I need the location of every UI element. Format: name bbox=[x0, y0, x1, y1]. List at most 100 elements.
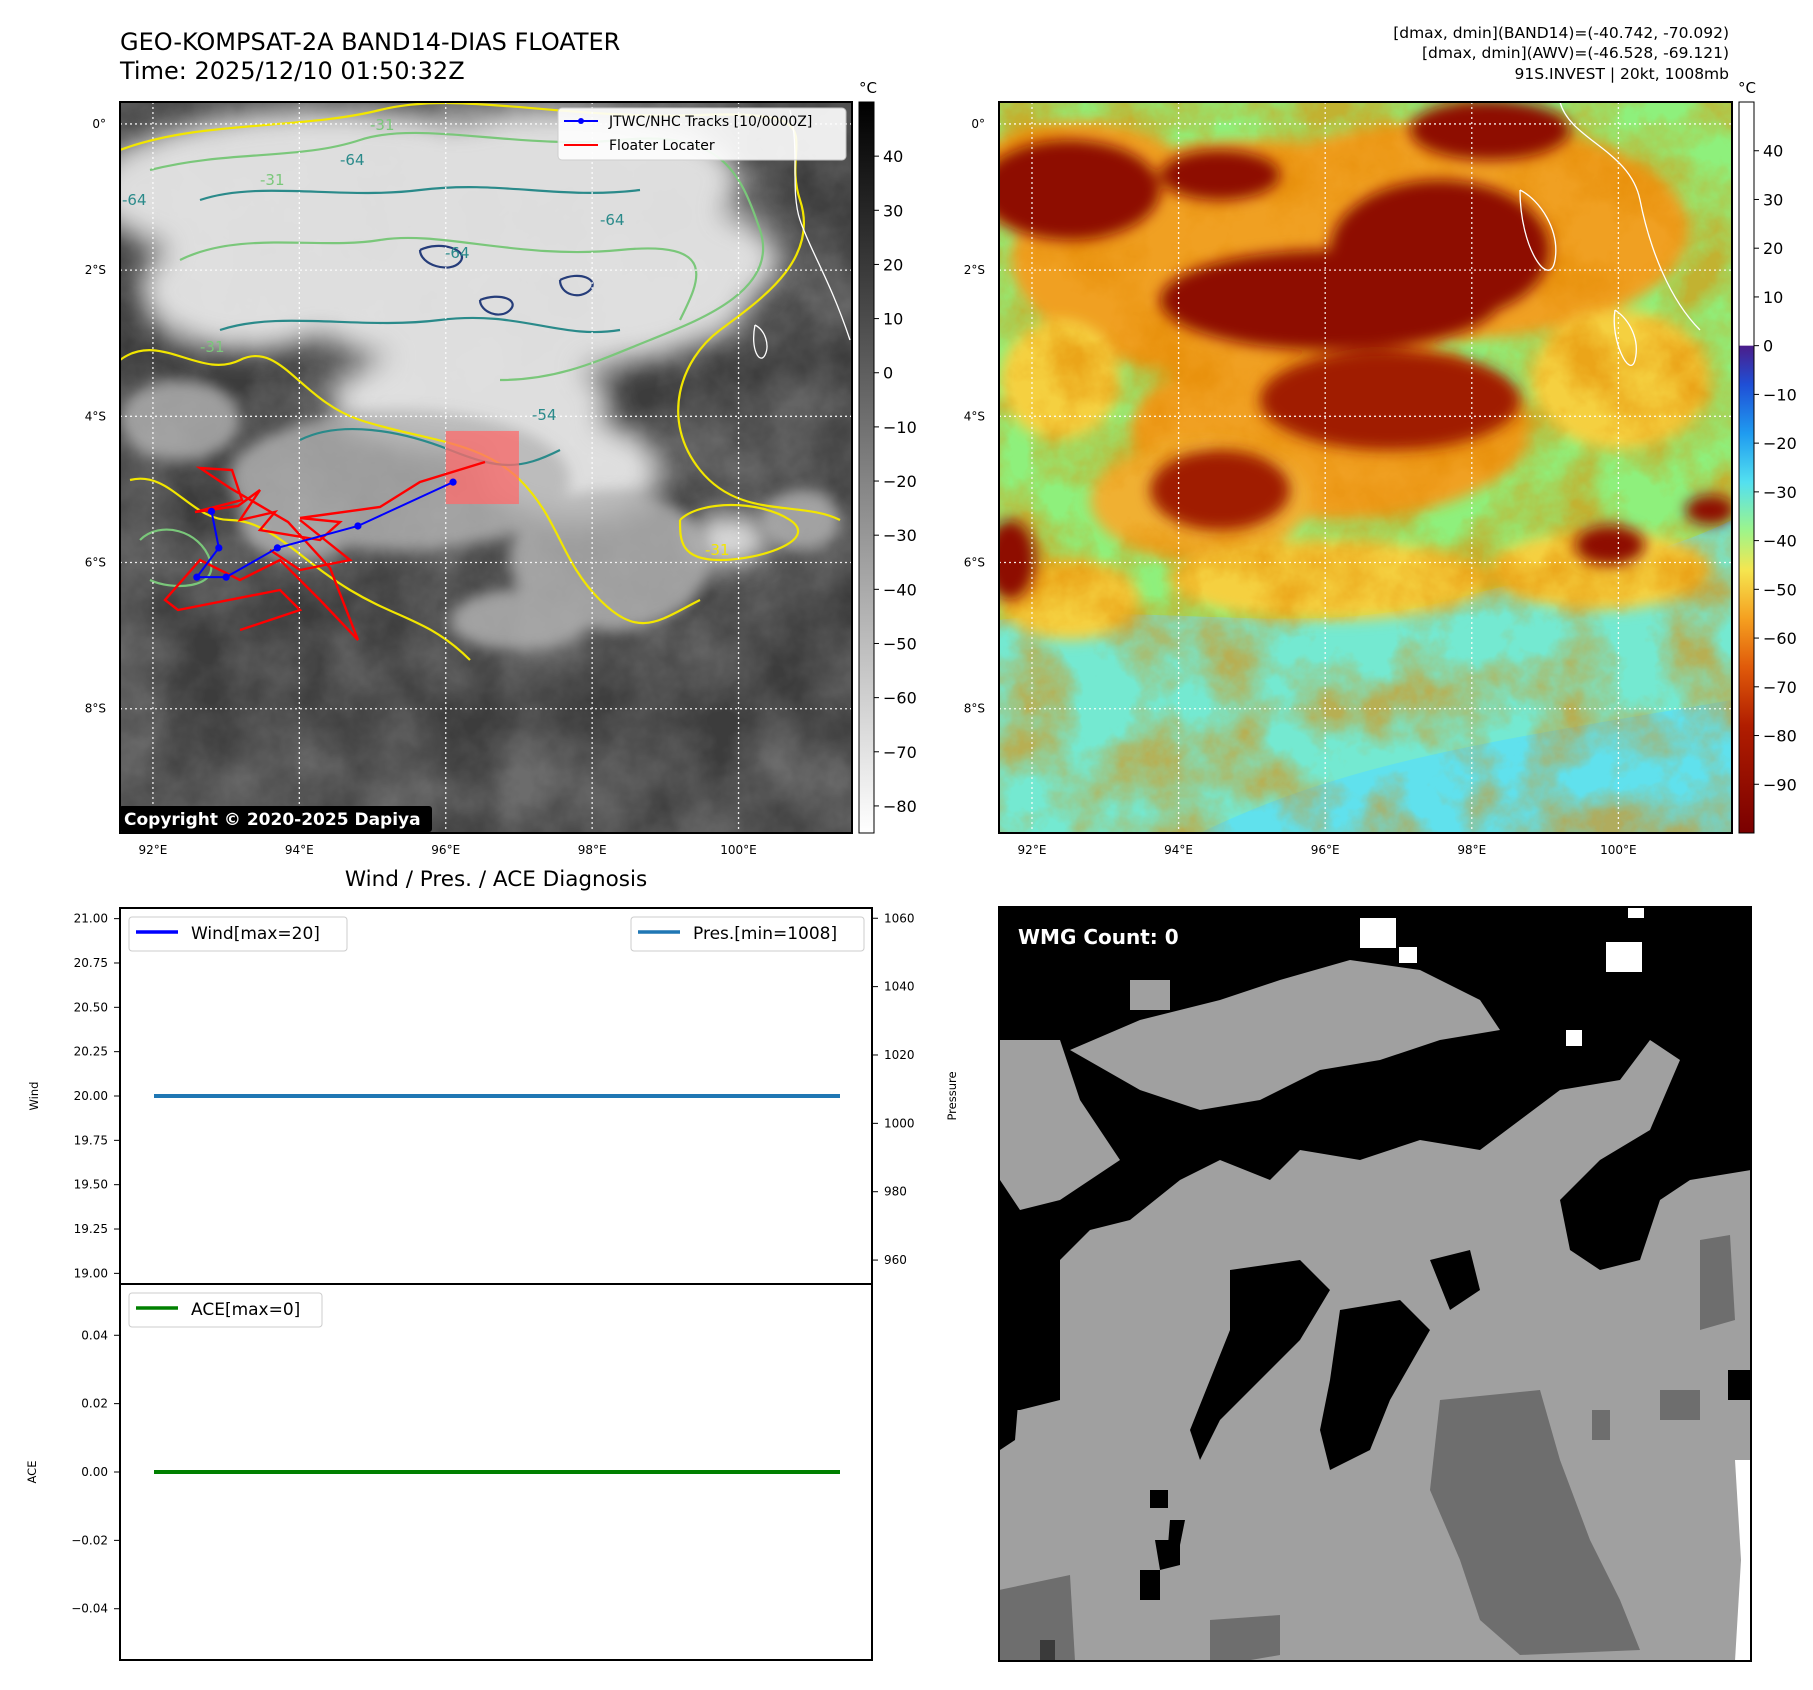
diagnosis-title: Wind / Pres. / ACE Diagnosis bbox=[345, 867, 647, 892]
wmg-panel: WMG Count: 0 bbox=[998, 906, 1752, 1662]
contour-label: -54 bbox=[532, 406, 557, 424]
track-point bbox=[215, 544, 223, 552]
awv-lon-labels: 92°E 94°E 96°E 98°E 100°E bbox=[1018, 843, 1637, 857]
pressure-tick-label: 1020 bbox=[884, 1048, 915, 1062]
wind-tick-label: 21.00 bbox=[74, 912, 108, 926]
track-point bbox=[207, 507, 216, 515]
ir-lon-labels: 92°E 94°E 96°E 98°E 100°E bbox=[139, 843, 757, 857]
colorbar-tick-label: 0 bbox=[1763, 337, 1773, 356]
wind-tick-label: 19.25 bbox=[74, 1222, 108, 1236]
wmg-count-badge: WMG Count: 0 bbox=[1012, 919, 1188, 953]
figure-title: GEO-KOMPSAT-2A BAND14-DIAS FLOATER bbox=[120, 28, 620, 56]
colorbar-tick-label: 0 bbox=[883, 364, 893, 383]
colorbar-tick-label: −60 bbox=[883, 689, 917, 708]
lat-tick-label: 2°S bbox=[85, 263, 106, 277]
wind-tick-label: 20.75 bbox=[74, 956, 108, 970]
lon-tick-label: 100°E bbox=[720, 843, 757, 857]
copyright-badge: Copyright © 2020-2025 Dapiya bbox=[119, 806, 432, 832]
lon-tick-label: 92°E bbox=[139, 843, 168, 857]
colorbar-tick-label: 20 bbox=[1763, 239, 1783, 258]
contour-labels: -31 -64 -64 -31 -64 -64 -31 -54 -31 bbox=[122, 116, 730, 559]
lon-tick-label: 94°E bbox=[1164, 843, 1193, 857]
ir-colorbar-ticks: 40 30 20 10 0 −10 −20 −30 −40 −50 −60 −70 −80 bbox=[874, 147, 917, 816]
awv-coastline bbox=[1559, 102, 1701, 331]
colorbar-tick-label: 20 bbox=[883, 255, 903, 274]
lat-tick-label: 4°S bbox=[964, 409, 985, 423]
contour-label: -64 bbox=[445, 244, 470, 262]
track-point bbox=[273, 544, 281, 552]
ir-legend: JTWC/NHC Tracks [10/0000Z] Floater Locat… bbox=[557, 107, 847, 161]
wind-tick-label: 19.75 bbox=[74, 1133, 108, 1147]
awv-dry-core bbox=[999, 102, 1732, 600]
colorbar-tick-label: −20 bbox=[883, 472, 917, 491]
lat-tick-label: 4°S bbox=[85, 409, 106, 423]
track-point bbox=[222, 573, 230, 581]
track-point bbox=[449, 478, 457, 486]
lat-tick-label: 2°S bbox=[964, 263, 985, 277]
wmg-frame bbox=[998, 906, 1752, 1662]
ir-panel: -31 -64 -64 -31 -64 -64 -31 -54 -31 JTWC… bbox=[85, 79, 917, 857]
ace-chart: 0.04 0.02 0.00 −0.02 −0.04 ACE ACE[max=0] bbox=[25, 1283, 873, 1661]
lat-tick-label: 8°S bbox=[85, 702, 106, 716]
awv-island bbox=[1519, 189, 1557, 271]
contour-label: -31 bbox=[370, 116, 395, 134]
ace-tick-label: 0.04 bbox=[81, 1328, 108, 1342]
ace-legend: ACE[max=0] bbox=[128, 1292, 323, 1328]
colorbar-tick-label: 40 bbox=[1763, 142, 1783, 161]
lat-tick-label: 8°S bbox=[964, 702, 985, 716]
colorbar-tick-label: −30 bbox=[1763, 483, 1797, 502]
ace-tick-label: −0.02 bbox=[71, 1533, 108, 1547]
awv-colorbar-ticks: 40 30 20 10 0 −10 −20 −30 −40 −50 −60 −70 −80 −90 bbox=[1754, 142, 1797, 794]
pressure-tick-label: 960 bbox=[884, 1253, 907, 1267]
lon-tick-label: 98°E bbox=[1457, 843, 1486, 857]
ir-colorbar bbox=[858, 101, 875, 834]
colorbar-tick-label: 10 bbox=[1763, 288, 1783, 307]
lat-tick-label: 6°S bbox=[964, 556, 985, 570]
contour-label: -31 bbox=[200, 338, 225, 356]
floater-box bbox=[445, 430, 519, 505]
ace-tick-label: −0.04 bbox=[71, 1602, 108, 1616]
contour-label: -64 bbox=[600, 211, 625, 229]
band14-range-info: [dmax, dmin](BAND14)=(-40.742, -70.092) bbox=[1393, 24, 1729, 42]
lon-tick-label: 96°E bbox=[431, 843, 460, 857]
wind-tick-label: 20.50 bbox=[74, 1000, 108, 1014]
colorbar-tick-label: −50 bbox=[1763, 580, 1797, 599]
track-point bbox=[193, 573, 201, 581]
ace-tick-label: 0.02 bbox=[81, 1397, 108, 1411]
wmg-count-label: WMG Count: 0 bbox=[1018, 925, 1179, 949]
colorbar-tick-label: 10 bbox=[883, 310, 903, 329]
lon-tick-label: 98°E bbox=[578, 843, 607, 857]
awv-lat-labels: 0° 2°S 4°S 6°S 8°S bbox=[964, 117, 985, 716]
pressure-tick-label: 980 bbox=[884, 1185, 907, 1199]
wind-tick-label: 20.25 bbox=[74, 1045, 108, 1059]
ir-frame bbox=[119, 101, 853, 834]
contour-label: -31 bbox=[705, 541, 730, 559]
pressure-axis-ticks: 1060 1040 1020 1000 980 960 bbox=[872, 911, 915, 1267]
pressure-tick-label: 1060 bbox=[884, 911, 915, 925]
contour-label: -64 bbox=[122, 191, 147, 209]
ir-lat-labels: 0° 2°S 4°S 6°S 8°S bbox=[85, 117, 106, 716]
wind-axis-label: Wind bbox=[27, 1082, 41, 1111]
contour-label: -31 bbox=[260, 171, 285, 189]
lat-tick-label: 6°S bbox=[85, 556, 106, 570]
legend-floater-label: Floater Locater bbox=[609, 138, 715, 154]
figure-time: Time: 2025/12/10 01:50:32Z bbox=[119, 57, 465, 85]
ace-axis-ticks: 0.04 0.02 0.00 −0.02 −0.04 bbox=[71, 1328, 120, 1616]
jtwc-track bbox=[193, 478, 457, 581]
awv-frame bbox=[998, 101, 1733, 834]
awv-range-info: [dmax, dmin](AWV)=(-46.528, -69.121) bbox=[1422, 44, 1729, 62]
track-point bbox=[354, 522, 362, 530]
wind-tick-label: 20.00 bbox=[74, 1089, 108, 1103]
awv-colorbar-unit: °C bbox=[1738, 79, 1756, 97]
pressure-axis-label: Pressure bbox=[945, 1071, 959, 1120]
colorbar-tick-label: −10 bbox=[1763, 385, 1797, 404]
colorbar-tick-label: −70 bbox=[1763, 678, 1797, 697]
colorbar-tick-label: 40 bbox=[883, 147, 903, 166]
lon-tick-label: 92°E bbox=[1018, 843, 1047, 857]
colorbar-tick-label: −30 bbox=[883, 526, 917, 545]
ace-axis-label: ACE bbox=[25, 1461, 39, 1484]
colorbar-tick-label: −10 bbox=[883, 418, 917, 437]
pressure-tick-label: 1040 bbox=[884, 980, 915, 994]
legend-wind-label: Wind[max=20] bbox=[191, 924, 320, 944]
